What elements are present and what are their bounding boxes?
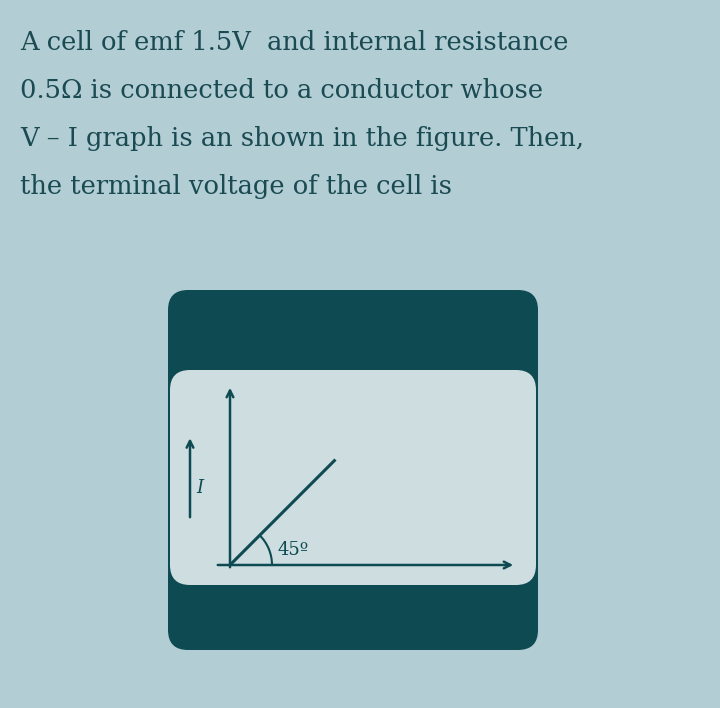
Text: 0.5Ω is connected to a conductor whose: 0.5Ω is connected to a conductor whose — [20, 78, 543, 103]
Text: 45º: 45º — [277, 541, 308, 559]
FancyBboxPatch shape — [168, 290, 538, 650]
Text: A cell of emf 1.5V  and internal resistance: A cell of emf 1.5V and internal resistan… — [20, 30, 569, 55]
Text: I: I — [197, 479, 204, 497]
FancyBboxPatch shape — [170, 370, 536, 585]
Text: V – I graph is an shown in the figure. Then,: V – I graph is an shown in the figure. T… — [20, 126, 584, 151]
Text: V  →: V → — [319, 586, 359, 604]
Text: the terminal voltage of the cell is: the terminal voltage of the cell is — [20, 174, 452, 199]
